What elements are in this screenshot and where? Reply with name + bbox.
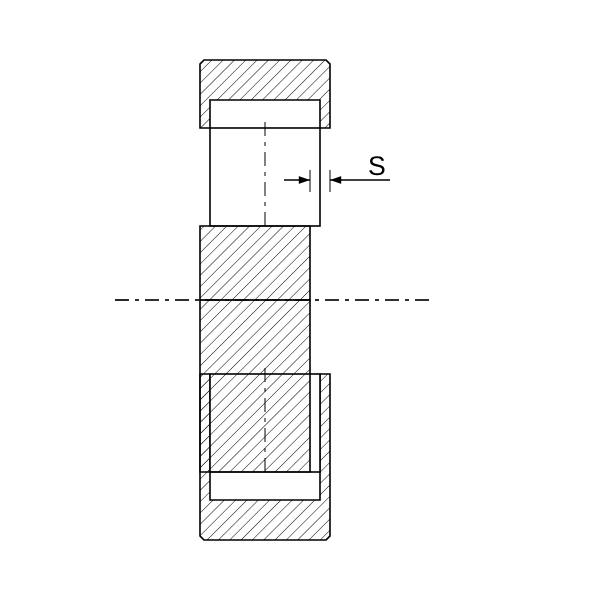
bearing-cross-section: S	[0, 0, 600, 600]
dimension-label-s: S	[368, 151, 386, 181]
drawing-layer: S	[115, 60, 435, 540]
